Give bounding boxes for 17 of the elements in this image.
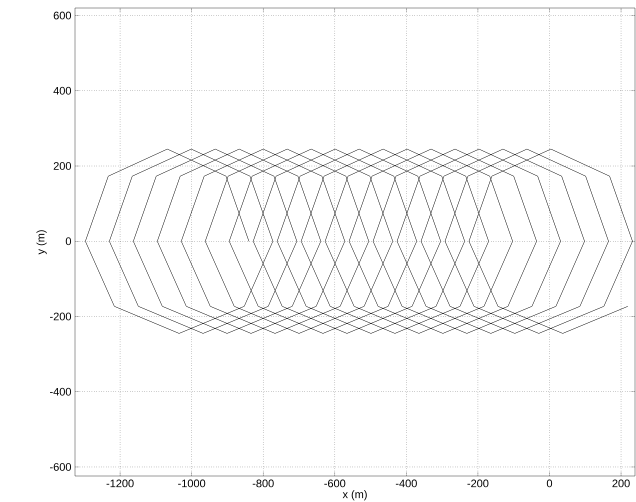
y-tick-label: 200 xyxy=(54,162,72,170)
y-tick-label: 0 xyxy=(66,237,72,246)
y-axis-title: y (m) xyxy=(36,230,47,254)
x-tick-label: -1000 xyxy=(178,480,206,488)
x-tick-label: 200 xyxy=(612,480,630,488)
x-tick-label: -800 xyxy=(252,480,274,488)
x-axis-title: x (m) xyxy=(342,490,367,500)
y-tick-label: 600 xyxy=(54,12,72,20)
y-tick-label: -600 xyxy=(50,463,72,471)
y-tick-label: -400 xyxy=(50,388,72,396)
x-tick-label: -400 xyxy=(396,480,417,488)
x-tick-label: -1200 xyxy=(106,480,134,488)
x-tick-label: 0 xyxy=(546,480,552,488)
y-tick-label: 400 xyxy=(53,86,72,95)
y-tick-label: -200 xyxy=(50,312,72,320)
x-tick-label: -600 xyxy=(324,480,346,488)
x-tick-label: -200 xyxy=(467,480,488,488)
